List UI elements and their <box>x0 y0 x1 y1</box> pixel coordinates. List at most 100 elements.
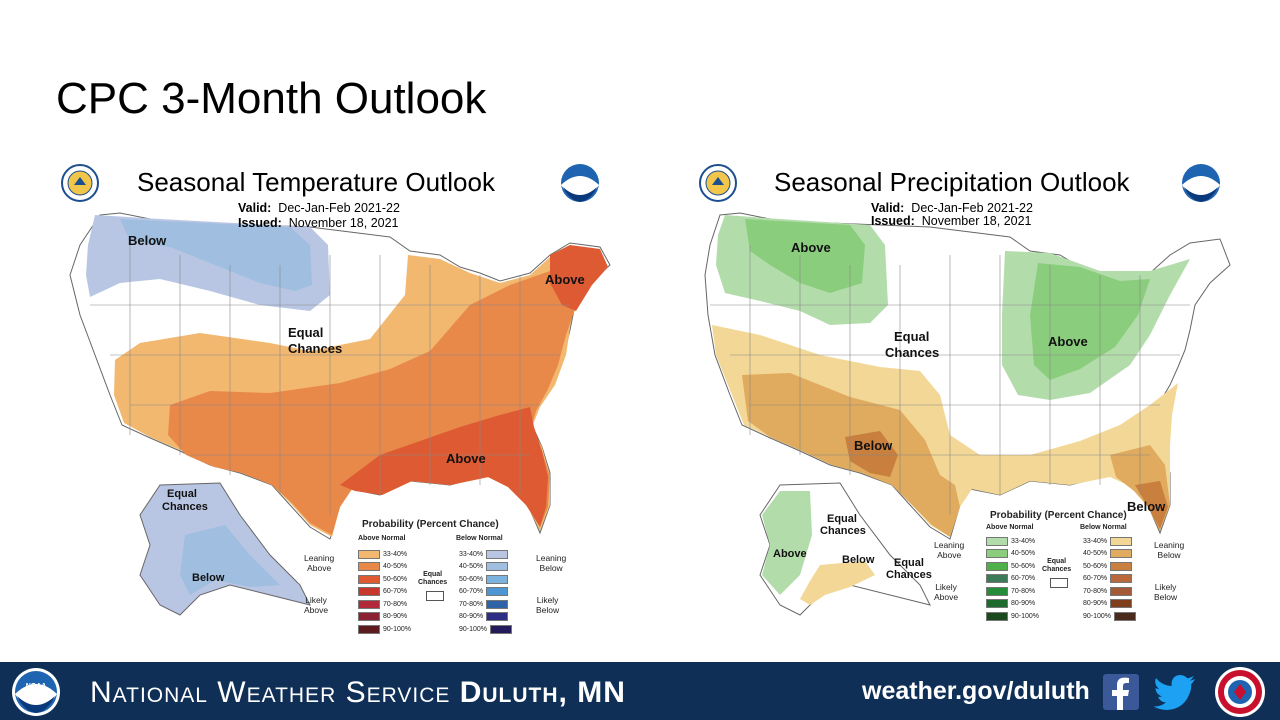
legend-swatch <box>1110 536 1133 546</box>
legend-row-below: 50-60% <box>1080 561 1133 571</box>
legend-range-label: 70-80% <box>383 600 408 608</box>
precipitation-map <box>699 164 1231 616</box>
alaska-below-40-50 <box>180 525 280 595</box>
legend-range-label: 40-50% <box>383 563 408 570</box>
legend-leaning-below: Leaning Below <box>536 553 567 573</box>
label-above-nw: Above <box>791 240 831 255</box>
temp-below-40-50 <box>120 219 312 291</box>
issued-line: Issued: November 18, 2021 <box>238 216 399 230</box>
legend-swatch <box>1110 599 1133 608</box>
legend-row-above: 50-60% <box>986 561 1038 571</box>
legend-leaning-above: Leaning Above <box>304 553 335 573</box>
issued-line: Issued: November 18, 2021 <box>871 214 1032 228</box>
precip-below-50-60-sw <box>845 431 898 477</box>
legend-swatch <box>1110 549 1133 558</box>
legend-likely-above: Likely Above <box>934 582 959 602</box>
precipitation-legend: Probability (Percent Chance) Above Norma… <box>926 510 1206 640</box>
valid-line: Valid: Dec-Jan-Feb 2021-22 <box>871 201 1033 215</box>
state-boundaries <box>90 245 570 515</box>
facebook-icon[interactable] <box>1103 674 1139 710</box>
legend-row-above: 40-50% <box>986 549 1038 559</box>
temperature-legend: Probability (Percent Chance) Above Norma… <box>290 519 570 649</box>
temp-above-50-60-ne <box>550 245 608 311</box>
label-below-fl: Below <box>1127 499 1166 514</box>
label-ak-equal-b1: Equal <box>894 557 924 569</box>
legend-row-below: 80-90% <box>456 612 509 622</box>
legend-range-label: 70-80% <box>459 600 484 608</box>
precip-above-40-50-nw <box>745 219 865 293</box>
legend-range-label: 40-50% <box>1083 550 1108 557</box>
label-equal-2: Chances <box>885 345 940 360</box>
precip-below-33-40 <box>712 325 1178 537</box>
legend-swatch <box>1110 561 1133 571</box>
legend-row-below: 33-40% <box>456 549 509 559</box>
legend-swatch <box>986 549 1008 558</box>
doc-seal-icon <box>699 164 737 202</box>
legend-range-label: 90-100% <box>459 625 488 633</box>
noaa-logo-icon <box>1182 164 1220 202</box>
legend-below-header: Below Normal <box>456 535 503 542</box>
label-above-gl: Above <box>1048 334 1088 349</box>
legend-range-label: 33-40% <box>1083 537 1108 545</box>
legend-swatch <box>486 587 509 596</box>
footer-bar: NOAA National Weather Service Duluth, MN… <box>0 662 1280 720</box>
legend-row-above: 80-90% <box>358 612 410 622</box>
legend-row-below: 40-50% <box>456 562 509 572</box>
label-ak-below: Below <box>842 554 875 566</box>
legend-range-label: 50-60% <box>1011 562 1036 570</box>
legend-likely-below: Likely Below <box>536 595 560 615</box>
noaa-text: NOAA <box>26 683 47 690</box>
noaa-logo-icon <box>561 164 599 202</box>
legend-range-label: 60-70% <box>459 588 484 595</box>
legend-range-label: 60-70% <box>1011 575 1036 582</box>
temperature-outlook-panel: Seasonal Temperature Outlook Valid: Dec-… <box>10 155 640 655</box>
legend-range-label: 80-90% <box>1083 600 1108 607</box>
agency-name: National Weather Service Duluth, MN <box>90 676 626 709</box>
nws-seal-icon <box>1215 667 1265 717</box>
legend-swatch <box>358 587 380 596</box>
legend-swatch <box>358 562 380 571</box>
precip-below-50-60-fl <box>1135 481 1168 529</box>
temperature-map <box>61 164 611 616</box>
legend-row-above: 70-80% <box>986 586 1038 596</box>
legend-range-label: 60-70% <box>383 588 408 595</box>
legend-row-above: 50-60% <box>358 574 410 584</box>
website-link[interactable]: weather.gov/duluth <box>862 677 1090 705</box>
legend-row-below: 33-40% <box>1080 536 1133 546</box>
legend-row-above: 60-70% <box>986 574 1038 584</box>
legend-leaning-above: Leaning Above <box>934 540 965 560</box>
legend-range-label: 90-100% <box>1011 612 1040 620</box>
twitter-icon[interactable] <box>1153 674 1197 710</box>
legend-range-label: 40-50% <box>1011 550 1036 557</box>
legend-swatch <box>490 624 513 634</box>
legend-swatch <box>486 612 509 621</box>
legend-row-below: 90-100% <box>456 624 513 634</box>
label-ak-below: Below <box>192 572 225 584</box>
legend-row-below: 50-60% <box>456 574 509 584</box>
legend-range-label: 50-60% <box>1083 562 1108 570</box>
legend-row-above: 33-40% <box>358 549 410 559</box>
legend-row-below: 70-80% <box>456 599 509 609</box>
legend-range-label: 50-60% <box>383 575 408 583</box>
legend-range-label: 70-80% <box>1011 587 1036 595</box>
slide-title: CPC 3-Month Outlook <box>56 74 487 123</box>
legend-swatch <box>1110 574 1133 583</box>
noaa-footer-logo-icon: NOAA <box>12 668 60 716</box>
legend-row-above: 90-100% <box>358 624 414 634</box>
legend-range-label: 70-80% <box>1083 587 1108 595</box>
legend-swatch <box>986 586 1008 596</box>
legend-range-label: 50-60% <box>459 575 484 583</box>
legend-row-above: 40-50% <box>358 562 410 572</box>
valid-line: Valid: Dec-Jan-Feb 2021-22 <box>238 201 400 215</box>
legend-likely-below: Likely Below <box>1154 582 1178 602</box>
legend-range-label: 80-90% <box>383 613 408 620</box>
legend-equal-swatch <box>1050 578 1068 588</box>
legend-swatch <box>986 536 1008 546</box>
legend-row-above: 80-90% <box>986 599 1038 609</box>
legend-likely-above: Likely Above <box>304 595 329 615</box>
legend-range-label: 33-40% <box>1011 537 1036 545</box>
legend-row-below: 60-70% <box>456 587 509 597</box>
legend-swatch <box>486 574 509 584</box>
label-ak-equal-1: Equal <box>167 488 197 500</box>
legend-swatch <box>1110 586 1133 596</box>
